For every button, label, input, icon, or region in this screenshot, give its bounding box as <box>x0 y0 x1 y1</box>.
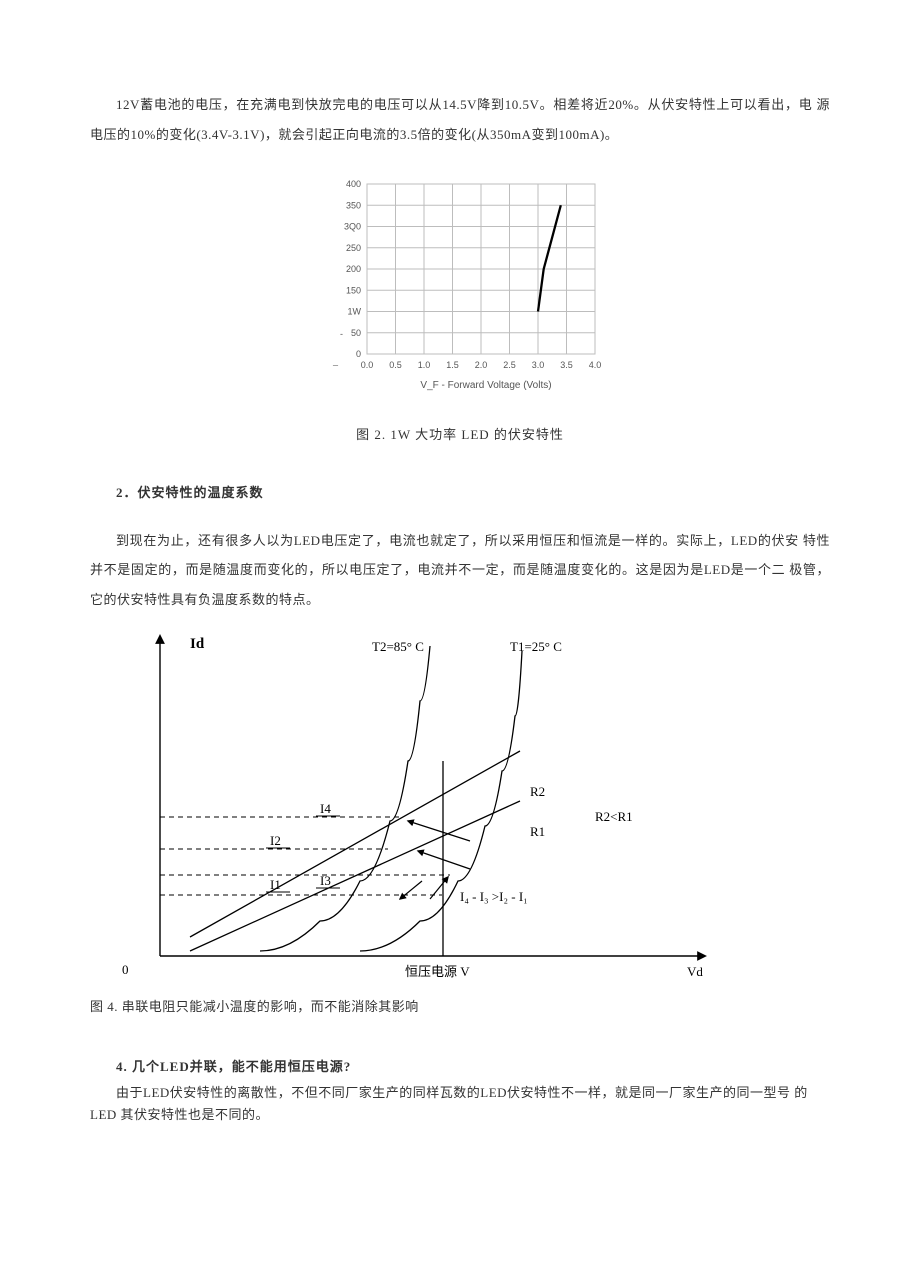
figure-4-caption: 图 4. 串联电阻只能减小温度的影响，而不能消除其影响 <box>90 992 830 1022</box>
figure-4-wrap: Id 0 恒压电源 V Vd T2=85° C T1=25° C R1 R2 R2<R1 I1 I3… <box>90 621 830 992</box>
spacer <box>90 1022 830 1042</box>
svg-text:150: 150 <box>346 285 361 295</box>
svg-text:V_F - Forward Voltage (Volts): V_F - Forward Voltage (Volts) <box>420 380 551 391</box>
figure-2-chart: 0.0 0.5 1.0 1.5 2.0 2.5 3.0 3.5 4.0 0 50 1W 150 200 25… <box>315 176 605 396</box>
paragraph-intro-text: 12V蓄电池的电压，在充满电到快放完电的电压可以从14.5V降到10.5V。相差… <box>90 97 830 142</box>
section-4-title: 4. 几个LED并联，能不能用恒压电源? <box>90 1052 830 1082</box>
svg-text:350: 350 <box>346 200 361 210</box>
section-4-paragraph-line2: LED 其伏安特性也是不同的。 <box>90 1104 830 1126</box>
section-2-paragraph-text: 到现在为止，还有很多人以为LED电压定了，电流也就定了，所以采用恒压和恒流是一样… <box>90 533 830 608</box>
svg-text:2.0: 2.0 <box>475 360 488 370</box>
svg-text:I₄ - I₃ >I₂ - I₁: I₄ - I₃ >I₂ - I₁ <box>460 889 528 904</box>
svg-text:Vd: Vd <box>687 964 703 979</box>
section-2-paragraph: 到现在为止，还有很多人以为LED电压定了，电流也就定了，所以采用恒压和恒流是一样… <box>90 526 830 616</box>
svg-text:4.0: 4.0 <box>589 360 602 370</box>
svg-text:200: 200 <box>346 264 361 274</box>
svg-text:I2: I2 <box>270 833 281 848</box>
svg-text:-: - <box>340 329 343 339</box>
svg-text:0: 0 <box>122 962 129 977</box>
svg-text:I1: I1 <box>270 877 281 892</box>
svg-text:1.5: 1.5 <box>446 360 459 370</box>
figure-2-wrap: 0.0 0.5 1.0 1.5 2.0 2.5 3.0 3.5 4.0 0 50 1W 150 200 25… <box>90 176 830 396</box>
svg-text:恒压电源 V: 恒压电源 V <box>405 964 470 979</box>
svg-text:400: 400 <box>346 179 361 189</box>
section-2-title: 2．伏安特性的温度系数 <box>90 478 830 508</box>
svg-text:3.5: 3.5 <box>560 360 573 370</box>
svg-text:0: 0 <box>356 349 361 359</box>
svg-text:250: 250 <box>346 243 361 253</box>
svg-text:3Q0: 3Q0 <box>344 221 361 231</box>
svg-text:T1=25° C: T1=25° C <box>510 639 562 654</box>
section-4-paragraph-line1-text: 由于LED伏安特性的离散性，不但不同厂家生产的同样瓦数的LED伏安特性不一样，就… <box>116 1085 808 1100</box>
svg-text:I4: I4 <box>320 801 331 816</box>
svg-text:R1: R1 <box>530 824 545 839</box>
svg-text:0.0: 0.0 <box>361 360 374 370</box>
svg-text:R2: R2 <box>530 784 545 799</box>
svg-text:1W: 1W <box>348 306 362 316</box>
svg-text:50: 50 <box>351 328 361 338</box>
section-4-paragraph-line1: 由于LED伏安特性的离散性，不但不同厂家生产的同样瓦数的LED伏安特性不一样，就… <box>90 1082 830 1104</box>
svg-text:2.5: 2.5 <box>503 360 516 370</box>
figure-2-caption: 图 2. 1W 大功率 LED 的伏安特性 <box>90 420 830 450</box>
svg-text:1.0: 1.0 <box>418 360 431 370</box>
section-4-paragraph-line2-text: LED 其伏安特性也是不同的。 <box>90 1107 269 1122</box>
svg-text:_: _ <box>332 356 339 367</box>
svg-text:3.0: 3.0 <box>532 360 545 370</box>
figure-4-diagram: Id 0 恒压电源 V Vd T2=85° C T1=25° C R1 R2 R2<R1 I1 I3… <box>90 621 730 981</box>
svg-text:R2<R1: R2<R1 <box>595 809 633 824</box>
svg-text:0.5: 0.5 <box>389 360 402 370</box>
svg-text:T2=85° C: T2=85° C <box>372 639 424 654</box>
svg-text:Id: Id <box>190 636 205 652</box>
svg-text:I3: I3 <box>320 873 331 888</box>
paragraph-intro: 12V蓄电池的电压，在充满电到快放完电的电压可以从14.5V降到10.5V。相差… <box>90 90 830 150</box>
